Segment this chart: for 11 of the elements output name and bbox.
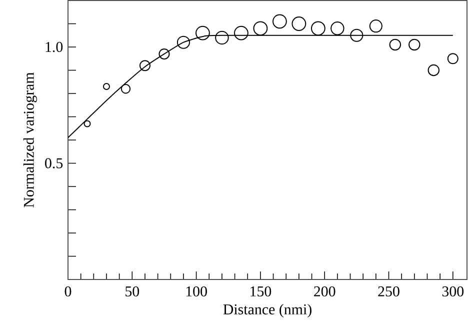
x-tick-label: 0 [64,286,72,296]
y-tick-label: 0.5 [45,158,63,168]
x-tick-label: 50 [126,286,140,296]
x-tick-label: 150 [250,286,272,296]
x-tick-label: 300 [442,286,464,296]
x-tick-label: 250 [378,286,400,296]
x-axis-title: Distance (nmi) [223,304,312,318]
y-axis-title: Normalized variogram [23,72,37,208]
y-tick-label: 1.0 [46,42,63,52]
x-tick-label: 200 [314,286,336,296]
x-tick-label: 100 [186,286,207,296]
